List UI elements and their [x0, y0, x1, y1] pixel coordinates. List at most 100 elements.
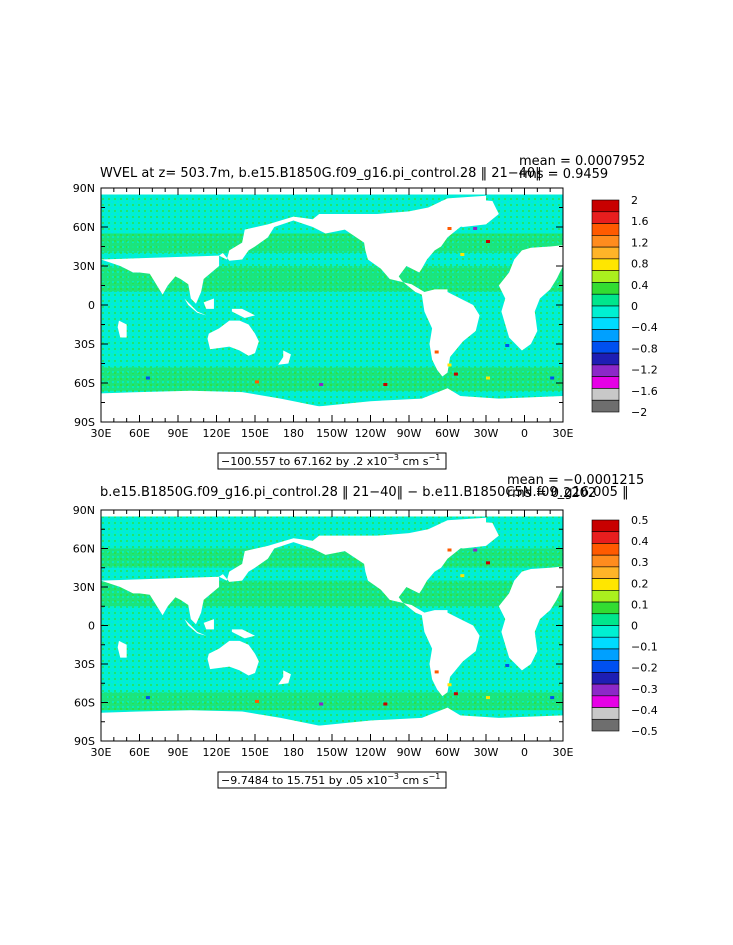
hotspot: [434, 670, 439, 674]
land-mask: [203, 619, 214, 630]
colorbar-label: 0.4: [631, 535, 649, 548]
hotspot: [460, 253, 465, 256]
hotspot: [255, 699, 259, 703]
colorbar-swatch: [591, 648, 620, 661]
y-tick-label: 0: [88, 299, 95, 312]
land-mask: [101, 517, 486, 697]
y-tick-label: 90N: [73, 504, 95, 517]
colorbar-label: 1.6: [631, 215, 649, 228]
x-tick-label: 90W: [397, 427, 422, 440]
ocean-map: [101, 510, 563, 741]
land-mask: [278, 350, 291, 365]
y-tick-label: 60S: [74, 377, 95, 390]
ocean-band: [101, 367, 563, 391]
rms-label: rms = 0.9459: [519, 167, 608, 182]
range-exponent: −3: [387, 772, 399, 781]
hotspot: [255, 380, 259, 384]
colorbar-swatch: [591, 531, 620, 544]
x-tick-label: 120W: [355, 746, 387, 759]
range-units: cm s: [399, 774, 429, 787]
x-tick-label: 0: [521, 427, 528, 440]
land-mask: [207, 320, 259, 356]
land-mask: [498, 566, 563, 671]
hotspot: [434, 350, 439, 354]
colorbar-label: 0.3: [631, 556, 649, 569]
hotspot: [505, 344, 510, 347]
colorbar-swatch: [591, 282, 620, 295]
colorbar-swatch: [591, 554, 620, 568]
land-mask: [207, 640, 259, 676]
x-tick-label: 60E: [129, 427, 150, 440]
colorbar-label: −0.4: [631, 704, 658, 717]
y-tick-label: 0: [88, 620, 95, 633]
hotspot: [453, 692, 458, 696]
land-mask: [278, 670, 291, 685]
colorbar-label: −0.1: [631, 641, 658, 654]
colorbar-label: 0.2: [631, 577, 649, 590]
colorbar-label: −0.4: [631, 321, 658, 334]
land-mask: [101, 707, 563, 741]
colorbar-label: 0.4: [631, 279, 649, 292]
land-mask: [203, 298, 214, 309]
colorbar-swatch: [591, 258, 620, 271]
svg-text:−100.557 to 67.162 by .2 x10−3: −100.557 to 67.162 by .2 x10−3 cm s−1: [221, 453, 440, 468]
x-tick-label: 60W: [435, 427, 460, 440]
x-tick-label: 0: [521, 746, 528, 759]
y-tick-label: 90S: [74, 416, 95, 429]
hotspot: [145, 696, 150, 700]
land-mask: [498, 245, 563, 351]
land-mask: [231, 629, 255, 639]
y-tick-label: 30N: [73, 260, 95, 273]
land-mask: [101, 195, 486, 377]
range-box: −9.7484 to 15.751 by .05 x10−3 cm s−1: [217, 771, 447, 789]
hotspot: [550, 376, 555, 380]
colorbar-swatch: [591, 578, 620, 591]
x-tick-label: 180: [283, 746, 304, 759]
y-tick-label: 60N: [73, 543, 95, 556]
hotspot: [550, 696, 555, 700]
colorbar-label: 0: [631, 300, 638, 313]
hotspot: [486, 561, 490, 565]
hotspot: [505, 664, 510, 667]
y-tick-label: 30S: [74, 338, 95, 351]
colorbar-label: 2: [631, 194, 638, 207]
x-tick-label: 30E: [91, 746, 112, 759]
colorbar-swatch: [591, 329, 620, 342]
colorbar-label: −0.8: [631, 342, 658, 355]
colorbar-swatch: [591, 352, 620, 366]
x-tick-label: 150E: [241, 427, 269, 440]
colorbar-swatch: [591, 695, 620, 708]
colorbar-swatch: [591, 235, 620, 248]
hotspot: [453, 372, 458, 376]
range-box: −100.557 to 67.162 by .2 x10−3 cm s−1: [217, 452, 447, 470]
land-mask: [441, 198, 499, 227]
y-tick-label: 60S: [74, 697, 95, 710]
x-tick-label: 30W: [474, 746, 499, 759]
colorbar-swatch: [591, 672, 620, 685]
colorbar-swatch: [591, 211, 620, 224]
x-tick-label: 30W: [474, 427, 499, 440]
colorbar-label: 0: [631, 620, 638, 633]
colorbar-label: −1.6: [631, 385, 658, 398]
colorbar-swatch: [591, 364, 620, 377]
x-tick-label: 90E: [168, 746, 189, 759]
colorbar-label: −0.5: [631, 725, 658, 738]
colorbar-swatch: [591, 317, 620, 330]
hotspot: [447, 683, 452, 687]
x-tick-label: 60E: [129, 746, 150, 759]
ocean-map: [101, 188, 563, 422]
hotspot: [447, 548, 452, 552]
colorbar-swatch: [591, 613, 620, 626]
colorbar-swatch: [591, 399, 620, 413]
colorbar-swatch: [591, 683, 620, 697]
colorbar-label: 0.1: [631, 598, 649, 611]
colorbar-swatch: [591, 341, 620, 354]
mean-label: mean = −0.0001215: [507, 473, 644, 488]
range-text: −9.7484 to 15.751 by .05 x10: [221, 774, 387, 787]
panel-title: b.e15.B1850G.f09_g16.pi_control.28 ‖ 21−…: [100, 485, 629, 500]
ocean-band: [101, 692, 563, 711]
panel-title: WVEL at z= 503.7m, b.e15.B1850G.f09_g16.…: [100, 166, 542, 181]
colorbar-swatch: [591, 293, 620, 307]
colorbar-label: −2: [631, 406, 647, 419]
